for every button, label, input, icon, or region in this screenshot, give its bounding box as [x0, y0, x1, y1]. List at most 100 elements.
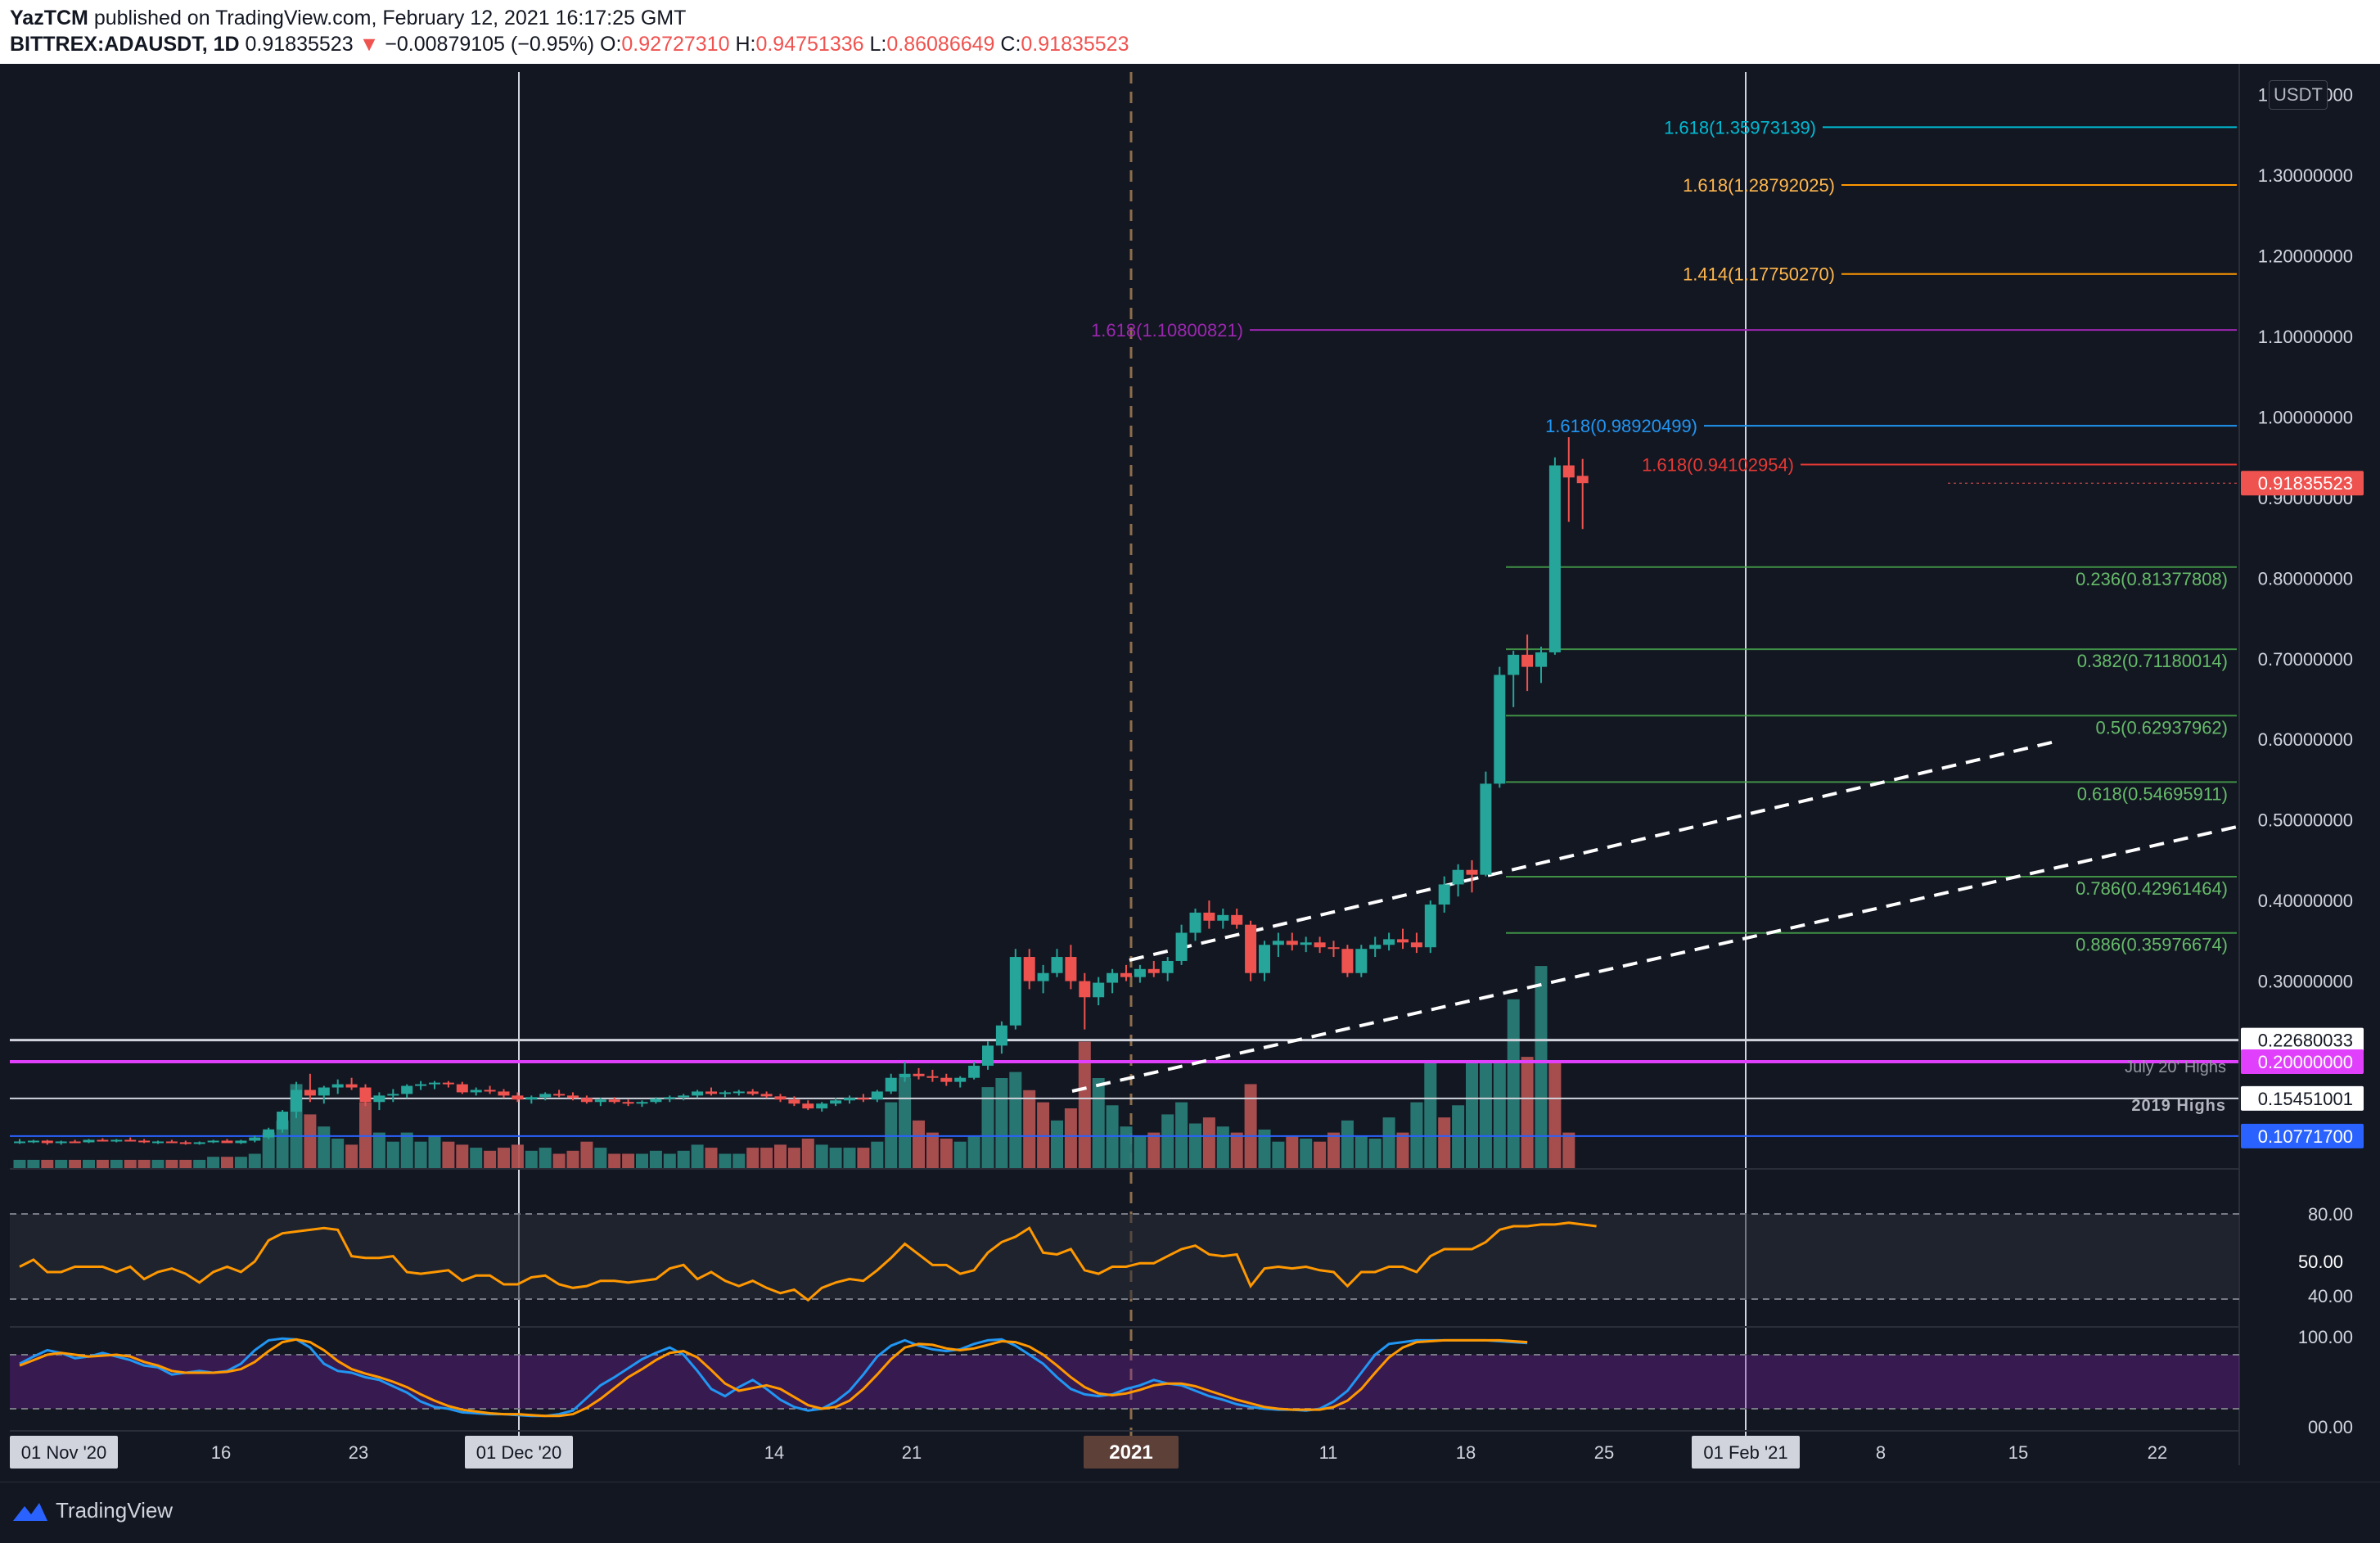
tradingview-logo[interactable]: TradingView: [11, 1498, 173, 1523]
candle-body: [899, 1073, 911, 1078]
volume-bar: [400, 1132, 413, 1169]
volume-bar: [1258, 1129, 1271, 1169]
close-label: C:: [1000, 33, 1021, 56]
candle-body: [926, 1076, 939, 1078]
volume-bar: [55, 1159, 68, 1169]
volume-bar: [1493, 1063, 1506, 1169]
rsi-band: [10, 1214, 2239, 1299]
candle-body: [594, 1099, 606, 1103]
candle-body: [1466, 869, 1478, 875]
candle-body: [1134, 968, 1146, 977]
candle-body: [844, 1098, 855, 1101]
volume-bar: [1368, 1139, 1382, 1169]
time-label: 01 Dec '20: [476, 1442, 562, 1463]
candle-body: [1314, 942, 1326, 948]
candle-body: [650, 1099, 662, 1103]
volume-bar: [110, 1159, 123, 1169]
time-badge: [10, 1436, 118, 1469]
candle-body: [165, 1141, 178, 1144]
candle-body: [664, 1097, 676, 1099]
last-price: 0.91835523: [245, 33, 354, 56]
candle-body: [968, 1065, 980, 1078]
candle-body: [456, 1084, 468, 1093]
volume-bar: [1382, 1117, 1395, 1169]
candle-body: [732, 1091, 745, 1094]
symbol-name[interactable]: BITTREX:ADAUSDT, 1D: [10, 33, 240, 56]
volume-bar: [151, 1159, 165, 1169]
channel-upper-line: [1129, 739, 2059, 962]
candle-body: [1576, 476, 1589, 484]
volume-bar: [456, 1144, 469, 1169]
price-tick-label: 0.30000000: [2258, 972, 2353, 992]
volume-bar: [1286, 1135, 1299, 1169]
candle-body: [760, 1094, 773, 1097]
volume-bar: [1327, 1132, 1340, 1169]
volume-bar: [498, 1148, 510, 1169]
candle-body: [608, 1099, 620, 1103]
candle-body: [1203, 912, 1215, 921]
volume-bar: [1438, 1117, 1451, 1169]
candle-body: [277, 1112, 289, 1130]
candle-body: [1355, 949, 1368, 973]
candle-body: [1272, 941, 1284, 945]
candle-body: [304, 1090, 316, 1096]
candle-body: [263, 1129, 275, 1138]
volume-bar: [442, 1141, 455, 1169]
stoch-tick-label: 100.00: [2298, 1327, 2353, 1347]
volume-bar: [1300, 1139, 1313, 1169]
candle-body: [1424, 905, 1436, 948]
rsi-line: [19, 1221, 1597, 1302]
extension-label: 1.414(1.17750270): [1683, 264, 1835, 285]
volume-bar: [1051, 1120, 1063, 1169]
high-label: H:: [735, 33, 756, 56]
chart-canvas[interactable]: July 20' Highs 2019 Highs 1.618(1.35973139…: [0, 64, 2380, 1482]
candle-body: [940, 1077, 953, 1082]
candle-body: [498, 1091, 510, 1096]
stoch-band: [10, 1355, 2239, 1409]
volume-bar: [262, 1132, 275, 1169]
volume-bar: [193, 1159, 206, 1169]
candle-body: [69, 1141, 81, 1144]
candle-body: [1494, 674, 1506, 784]
volume-bar: [1064, 1108, 1077, 1169]
volume-bar: [801, 1139, 814, 1169]
extension-label: 1.618(0.94102954): [1642, 455, 1794, 476]
candle-body: [138, 1140, 151, 1143]
time-label: 18: [1456, 1442, 1476, 1463]
price-tick-label: 1.30000000: [2258, 165, 2353, 186]
volume-bar: [1161, 1114, 1174, 1169]
volume-bar: [843, 1148, 856, 1169]
publish-text: published on TradingView.com, February 1…: [93, 7, 687, 29]
volume-bar: [428, 1135, 441, 1169]
volume-bar: [1106, 1105, 1119, 1169]
currency-unit-button[interactable]: USDT: [2269, 80, 2328, 110]
volume-bar: [484, 1150, 497, 1169]
candle-body: [774, 1096, 787, 1100]
publisher-name[interactable]: YazTCM: [10, 7, 88, 29]
price-badge-label: 0.10771700: [2258, 1126, 2353, 1147]
volume-bar: [276, 1120, 289, 1169]
candle-body: [124, 1139, 137, 1142]
volume-bar: [124, 1159, 137, 1169]
candle-body: [359, 1087, 372, 1103]
volume-bar: [331, 1139, 345, 1169]
candle-body: [484, 1090, 496, 1092]
candle-body: [1079, 981, 1091, 998]
candle-body: [995, 1025, 1007, 1046]
open-value: 0.92727310: [621, 33, 730, 56]
candle-body: [802, 1103, 814, 1109]
candle-body: [152, 1141, 164, 1144]
volume-bar: [608, 1153, 621, 1169]
candle-body: [1286, 941, 1298, 945]
candle-body: [55, 1141, 67, 1144]
stoch-d-line: [19, 1338, 1528, 1418]
volume-bar: [1244, 1084, 1257, 1169]
volume-bar: [1092, 1078, 1105, 1169]
july-highs-label: July 20' Highs: [2125, 1058, 2226, 1076]
volume-bar: [318, 1126, 331, 1169]
volume-bar: [719, 1153, 732, 1169]
volume-series: [13, 966, 1575, 1169]
candle-body: [1369, 945, 1382, 950]
volume-bar: [995, 1078, 1008, 1169]
candle-body: [41, 1140, 53, 1144]
